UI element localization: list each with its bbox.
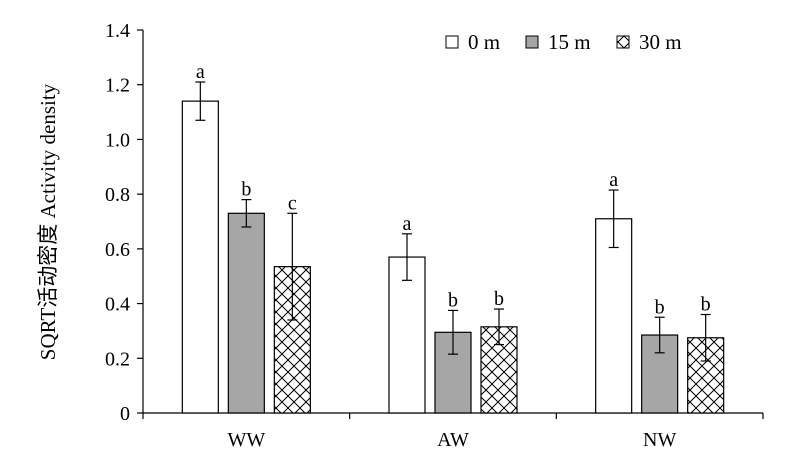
bars: a b c a b b a b b	[181, 61, 725, 414]
x-tick-label: AW	[437, 429, 469, 451]
y-tick-label: 0.8	[105, 184, 130, 206]
significance-letter: c	[288, 192, 297, 214]
legend-label: 30 m	[639, 30, 682, 54]
significance-letter: a	[196, 61, 205, 83]
significance-letter: b	[241, 179, 251, 201]
y-tick-label: 1.4	[105, 20, 130, 42]
significance-letter: b	[448, 289, 458, 311]
significance-letter: b	[494, 288, 504, 310]
legend-swatch	[616, 35, 630, 49]
legend-label: 0 m	[468, 30, 500, 54]
y-tick-label: 0	[120, 403, 130, 425]
x-tick-label: WW	[227, 429, 265, 451]
bar	[227, 212, 265, 414]
y-axis-label: SQRT活动密度 Activity density	[36, 83, 60, 360]
y-tick-label: 0.6	[105, 239, 130, 261]
bar	[388, 256, 426, 414]
legend: 0 m 15 m 30 m	[445, 30, 682, 54]
y-tick-label: 0.4	[105, 294, 130, 316]
significance-letter: a	[609, 169, 618, 191]
axes: 0 0.2 0.4 0.6 0.8 1.0 1.2 1.4 WW AW NW	[105, 20, 764, 451]
significance-letter: b	[655, 296, 665, 318]
bar	[181, 100, 219, 414]
legend-swatch	[445, 35, 459, 49]
y-tick-label: 1.2	[105, 75, 130, 97]
legend-label: 15 m	[548, 30, 591, 54]
y-tick-label: 1.0	[105, 129, 130, 151]
x-tick-label: NW	[643, 429, 676, 451]
legend-swatch	[525, 35, 539, 49]
significance-letter: b	[701, 294, 711, 316]
y-tick-label: 0.2	[105, 348, 130, 370]
significance-letter: a	[403, 213, 412, 235]
